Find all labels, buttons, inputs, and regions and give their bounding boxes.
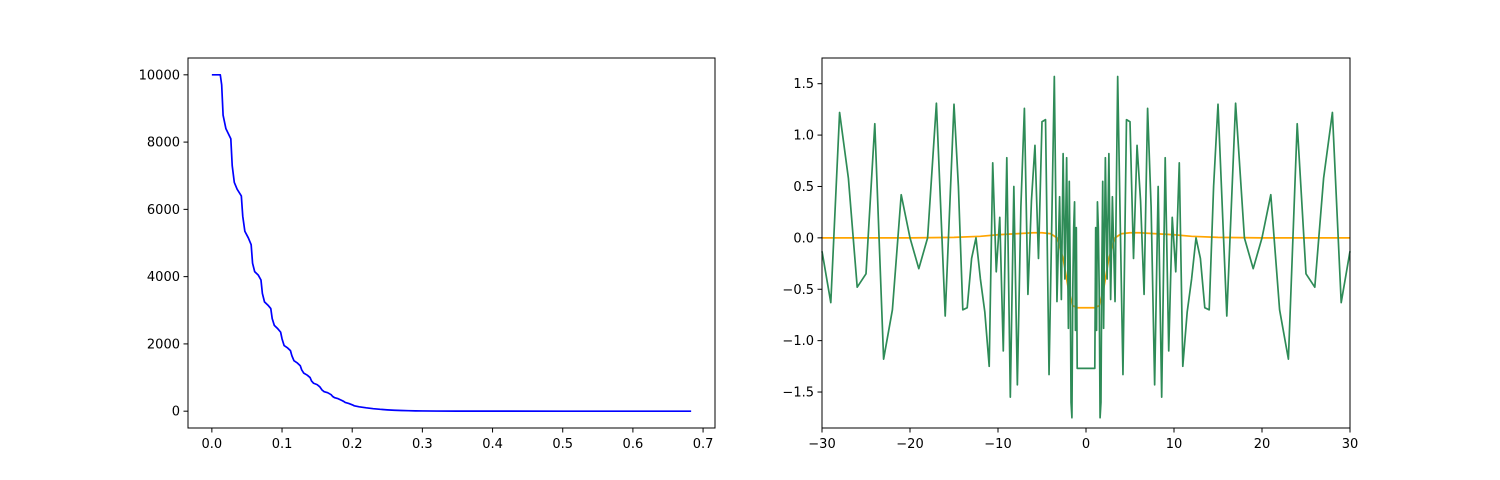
right-chart-y-axis: −1.5 −1.0 −0.5 0.0 0.5 1.0 1.5	[782, 77, 822, 401]
left-chart-frame	[187, 57, 716, 429]
left-chart-y-tick-label: 0	[172, 405, 180, 420]
left-chart-y-tick-label: 4000	[147, 270, 180, 285]
left-chart-x-axis: 0.0 0.1 0.2 0.3 0.4 0.5 0.6 0.7	[202, 428, 714, 452]
right-chart: −30 −20 −10 0 10 20 30 −1.5 −1.0 −0.5 0.0 0.5 1.0 1.…	[782, 57, 1358, 452]
left-chart-x-tick-label: 0.7	[693, 437, 714, 452]
left-chart-x-tick-label: 0.4	[482, 437, 503, 452]
left-chart-x-tick-label: 0.3	[412, 437, 433, 452]
right-chart-x-tick-label: −10	[984, 437, 1011, 452]
left-chart-y-tick-label: 10000	[139, 68, 180, 83]
right-chart-series-line-2	[821, 75, 1351, 419]
right-chart-series-line-1	[822, 231, 1350, 309]
right-chart-x-tick-label: 30	[1342, 437, 1359, 452]
left-chart-series-line-1	[211, 73, 692, 413]
right-chart-x-tick-label: −20	[896, 437, 923, 452]
right-chart-x-tick-label: −30	[808, 437, 835, 452]
left-chart-y-tick-label: 6000	[147, 203, 180, 218]
right-chart-y-tick-label: −1.5	[782, 386, 814, 401]
left-chart-marks	[211, 73, 692, 413]
left-chart-x-tick-label: 0.2	[342, 437, 363, 452]
left-chart-y-tick-label: 8000	[147, 136, 180, 151]
right-chart-x-tick-label: 0	[1082, 437, 1090, 452]
right-chart-x-tick-label: 20	[1254, 437, 1271, 452]
right-chart-marks	[821, 75, 1351, 419]
left-chart-y-tick-label: 2000	[147, 337, 180, 352]
right-chart-x-axis: −30 −20 −10 0 10 20 30	[808, 428, 1358, 452]
right-chart-y-tick-label: 1.5	[793, 77, 814, 92]
right-chart-x-tick-label: 10	[1166, 437, 1183, 452]
right-chart-y-tick-label: −0.5	[782, 283, 814, 298]
left-chart-y-axis: 0 2000 4000 6000 8000 10000	[139, 68, 188, 420]
right-chart-y-tick-label: 0.0	[793, 231, 814, 246]
left-chart: 0.0 0.1 0.2 0.3 0.4 0.5 0.6 0.7 0 2000 4000 6000 80…	[139, 57, 716, 452]
left-chart-x-tick-label: 0.6	[623, 437, 644, 452]
left-chart-x-tick-label: 0.0	[202, 437, 223, 452]
right-chart-y-tick-label: 1.0	[793, 129, 814, 144]
right-chart-y-tick-label: −1.0	[782, 334, 814, 349]
right-chart-y-tick-label: 0.5	[793, 180, 814, 195]
left-chart-x-tick-label: 0.1	[272, 437, 293, 452]
left-chart-x-tick-label: 0.5	[552, 437, 573, 452]
right-chart-frame	[821, 57, 1351, 429]
